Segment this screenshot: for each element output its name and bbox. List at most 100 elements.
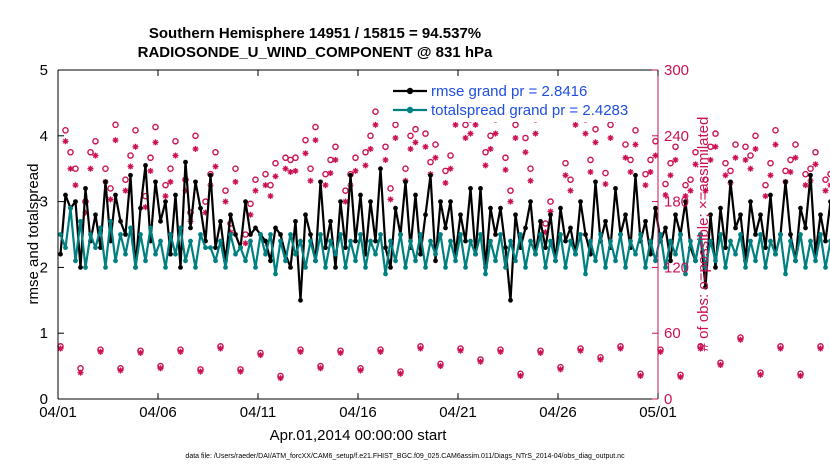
series-point-totalspread (288, 232, 293, 237)
obs-possible-point (147, 154, 154, 162)
obs-assimilated-point (302, 150, 309, 157)
series-point-rmse (768, 192, 773, 198)
series-point-totalspread (493, 258, 498, 264)
series-point-totalspread (338, 232, 343, 237)
chart-subtitle: RADIOSONDE_U_WIND_COMPONENT @ 831 hPa (138, 44, 493, 61)
asterisk-stroke (522, 149, 529, 155)
asterisk-stroke (752, 146, 759, 152)
asterisk-stroke (292, 168, 299, 174)
obs-assimilated-point (627, 168, 634, 175)
series-point-totalspread (598, 232, 603, 237)
asterisk-stroke (637, 373, 644, 379)
series-point-totalspread (653, 258, 658, 264)
x-axis-label: Apr.01,2014 00:00:00 start (270, 427, 448, 444)
series-point-rmse (358, 192, 363, 198)
series-point-rmse (58, 251, 63, 257)
series-point-totalspread (703, 265, 708, 270)
obs-possible-point (312, 123, 319, 131)
right-tick-label: 180 (664, 194, 689, 211)
series-point-rmse (663, 225, 668, 231)
obs-assimilated-point (562, 172, 569, 179)
asterisk-stroke (177, 349, 184, 355)
series-point-totalspread (743, 265, 748, 270)
asterisk-stroke (232, 179, 239, 185)
footer-data-file: data file: /Users/raeder/DAI/ATM_forcXX/… (185, 453, 625, 460)
obs-possible-point (792, 141, 799, 148)
obs-assimilated-point (457, 347, 464, 354)
obs-assimilated-point (747, 165, 754, 172)
asterisk-stroke (142, 204, 149, 210)
series-point-totalspread (643, 265, 648, 270)
obs-possible-point (742, 143, 749, 151)
series-point-totalspread (248, 238, 253, 244)
asterisk-stroke (827, 182, 830, 186)
obs-assimilated-point (502, 166, 509, 173)
obs-assimilated-point (532, 130, 539, 137)
series-point-rmse (253, 225, 258, 231)
asterisk-stroke (197, 369, 204, 375)
obs-assimilated-point (702, 187, 709, 194)
asterisk-stroke (132, 144, 139, 150)
asterisk-stroke (327, 170, 334, 176)
series-point-totalspread (763, 265, 768, 270)
obs-assimilated-point (582, 130, 589, 137)
obs-assimilated-point (317, 365, 324, 372)
obs-possible-point (622, 141, 629, 148)
series-point-totalspread (328, 238, 333, 244)
series-point-rmse (798, 205, 803, 211)
obs-possible-point (502, 154, 509, 162)
asterisk-stroke (367, 146, 374, 152)
series-point-totalspread (768, 238, 773, 244)
series-point-rmse (703, 284, 708, 290)
series-point-totalspread (343, 265, 348, 270)
asterisk-stroke (237, 369, 244, 375)
obs-possible-point (302, 136, 309, 144)
series-point-totalspread (448, 238, 453, 244)
obs-assimilated-point (767, 172, 774, 179)
obs-assimilated-point (657, 348, 664, 355)
asterisk-stroke (432, 155, 439, 161)
right-tick-label: 120 (664, 259, 689, 276)
obs-assimilated-point (352, 167, 359, 174)
series-point-rmse (458, 212, 463, 218)
obs-assimilated-point (452, 121, 459, 128)
asterisk-stroke (712, 144, 719, 150)
asterisk-stroke (767, 172, 774, 178)
series-point-rmse (308, 232, 313, 237)
asterisk-stroke (392, 135, 399, 141)
series-point-rmse (673, 212, 678, 218)
obs-assimilated-point (132, 143, 139, 150)
series-point-totalspread (138, 232, 143, 237)
asterisk-stroke (587, 169, 594, 175)
obs-assimilated-point (212, 163, 219, 170)
series-point-totalspread (798, 232, 803, 237)
series-point-rmse (448, 199, 453, 205)
series-point-totalspread (188, 238, 193, 244)
obs-assimilated-point (357, 367, 364, 374)
obs-assimilated-point (332, 156, 339, 163)
obs-assimilated-point (717, 362, 724, 369)
series-point-totalspread (688, 238, 693, 244)
asterisk-stroke (627, 169, 634, 175)
y-axis-label-right: # of obs: o=possible; ×=assimilated (695, 117, 712, 352)
series-point-totalspread (428, 238, 433, 244)
asterisk-stroke (157, 365, 164, 371)
series-point-rmse (418, 251, 423, 257)
obs-assimilated-point (517, 372, 524, 379)
obs-assimilated-point (482, 162, 489, 169)
series-point-totalspread (513, 258, 518, 264)
series-point-rmse (498, 205, 503, 211)
obs-possible-point (127, 152, 134, 159)
obs-possible-point (152, 123, 159, 131)
series-point-totalspread (748, 238, 753, 244)
series-point-rmse (368, 199, 373, 205)
series-point-totalspread (713, 258, 718, 264)
series-point-totalspread (268, 232, 273, 237)
obs-assimilated-point (337, 349, 344, 356)
obs-assimilated-point (397, 370, 404, 377)
asterisk-stroke (677, 374, 684, 380)
obs-assimilated-point (287, 168, 294, 175)
obs-assimilated-point (137, 349, 144, 356)
obs-assimilated-point (67, 165, 74, 172)
series-point-rmse (708, 212, 713, 218)
